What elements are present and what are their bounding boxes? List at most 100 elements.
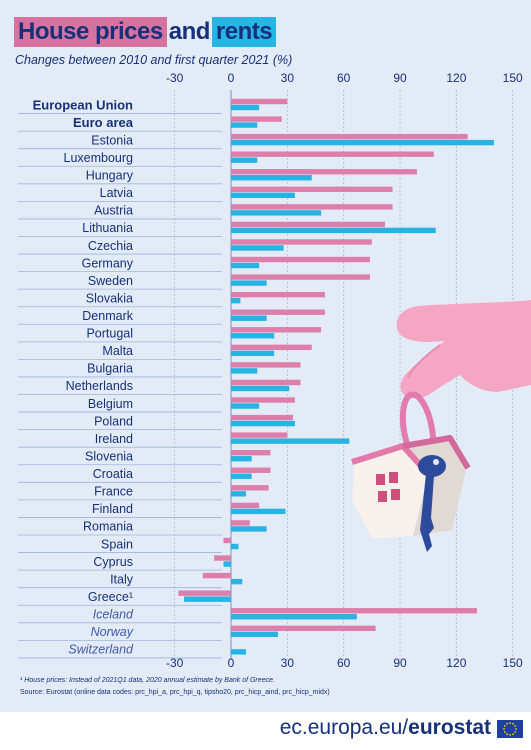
category-label: Germany	[82, 256, 134, 270]
house_prices-bar	[231, 274, 370, 280]
rents-bar	[231, 227, 436, 234]
hand-key-house-illustration	[351, 300, 531, 552]
house_prices-bar	[214, 555, 231, 561]
rents-bar	[231, 104, 260, 111]
top-tick-label: 0	[228, 71, 235, 85]
category-label: Italy	[110, 572, 134, 586]
category-label: Cyprus	[93, 555, 133, 569]
rents-bar	[231, 456, 252, 462]
category-label: Malta	[102, 344, 133, 358]
house_prices-bar	[231, 327, 322, 333]
category-label: Austria	[94, 204, 133, 218]
house_prices-bar	[231, 467, 271, 473]
rents-bar	[231, 543, 239, 550]
bottom-tick-label: 120	[446, 656, 466, 670]
rents-bar	[231, 262, 260, 269]
rents-bar	[231, 385, 290, 392]
house_prices-bar	[231, 186, 393, 192]
footnote: ¹ House prices: Instead of 2021Q1 data, …	[20, 677, 275, 684]
brand-domain: ec.europa.eu/	[279, 716, 409, 739]
rents-bar	[223, 561, 231, 567]
house_prices-bar	[231, 239, 372, 245]
category-label: Norway	[91, 625, 134, 639]
house_prices-bar	[231, 169, 417, 175]
top-tick-label: 60	[337, 71, 351, 85]
category-label: Slovenia	[85, 449, 133, 463]
category-label: Ireland	[95, 432, 133, 446]
title-rents: rents	[211, 17, 277, 47]
grid	[18, 90, 514, 660]
house_prices-bar	[231, 151, 434, 157]
house_prices-bar	[231, 116, 282, 122]
eu-flag-icon	[497, 720, 523, 738]
source-note: Source: Eurostat (online data codes: prc…	[20, 689, 330, 696]
category-label: Spain	[101, 537, 133, 551]
bars	[178, 98, 494, 655]
top-tick-label: 90	[393, 71, 407, 85]
category-label: Euro area	[73, 115, 134, 130]
house_prices-bar	[202, 572, 231, 579]
category-label: Czechia	[88, 239, 133, 253]
category-label: Latvia	[100, 186, 133, 200]
top-tick-label: -30	[166, 71, 184, 85]
house_prices-bar	[231, 502, 260, 509]
rents-bar	[231, 491, 247, 497]
category-label: Netherlands	[66, 379, 133, 393]
axis-ticks: -30 0 30 60 90 120 150 -30 0 30 60 90 120 150	[166, 71, 523, 670]
rents-bar	[231, 368, 258, 374]
category-label: Iceland	[93, 608, 134, 622]
rents-bar	[231, 350, 275, 357]
house_prices-bar	[231, 291, 325, 298]
rents-bar	[231, 508, 286, 515]
rents-bar	[231, 297, 241, 304]
bottom-tick-label: -30	[166, 656, 184, 670]
flag-star	[506, 733, 508, 736]
house_prices-bar	[231, 379, 301, 386]
category-label: France	[94, 485, 133, 499]
rents-bar	[231, 122, 258, 128]
category-label: Poland	[94, 414, 133, 428]
category-label: Romania	[83, 520, 133, 534]
house_prices-bar	[231, 520, 250, 526]
category-label: Estonia	[91, 133, 133, 147]
house_prices-bar	[231, 450, 271, 456]
chart-subtitle: Changes between 2010 and first quarter 2…	[15, 53, 293, 67]
house_prices-bar	[231, 204, 393, 210]
bottom-tick-label: 150	[503, 656, 523, 670]
rents-bar	[231, 157, 258, 163]
house_prices-bar	[231, 625, 376, 631]
house_prices-bar	[231, 133, 468, 140]
chart-title: House prices and rents	[14, 17, 277, 47]
rents-bar	[231, 333, 275, 339]
flag-star	[514, 731, 517, 733]
house_prices-bar	[223, 537, 231, 544]
house_prices-bar	[231, 98, 288, 105]
eurostat-brand: ec.europa.eu/eurostat	[280, 716, 491, 740]
category-label: Hungary	[86, 169, 134, 183]
rents-bar	[231, 315, 267, 321]
top-tick-label: 30	[281, 71, 295, 85]
rents-bar	[231, 578, 243, 585]
category-label: Croatia	[93, 467, 133, 481]
flag-star	[512, 733, 514, 736]
rents-bar	[231, 631, 278, 637]
category-label: Finland	[92, 502, 133, 516]
category-labels: European Union Euro area Estonia Luxembourg…	[33, 97, 134, 656]
bar-chart: European Union Euro area Estonia Luxembourg…	[18, 71, 531, 670]
category-label: Belgium	[88, 397, 133, 411]
brand-name: eurostat	[408, 716, 491, 739]
category-label: Lithuania	[82, 221, 133, 235]
rents-bar	[231, 473, 252, 479]
house_prices-bar	[231, 432, 288, 438]
top-tick-label: 150	[503, 71, 523, 85]
rents-bar	[231, 614, 357, 620]
house_prices-bar	[231, 309, 325, 315]
flag-star	[503, 731, 506, 733]
flag-star	[509, 722, 511, 724]
flag-star	[509, 734, 511, 736]
rents-bar	[231, 649, 247, 655]
house_prices-bar	[231, 485, 269, 491]
bottom-tick-label: 30	[281, 656, 295, 670]
category-label: Luxembourg	[64, 151, 134, 165]
rents-bar	[231, 280, 267, 286]
